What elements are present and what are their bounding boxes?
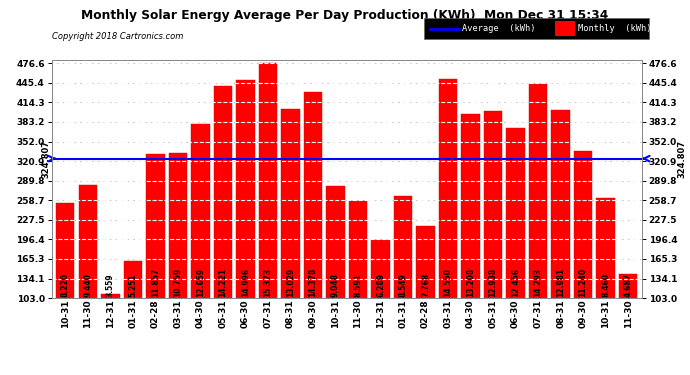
Bar: [146, 154, 164, 363]
Bar: [596, 198, 615, 363]
Text: Copyright 2018 Cartronics.com: Copyright 2018 Cartronics.com: [52, 32, 183, 41]
Bar: [124, 261, 142, 363]
Text: 8.549: 8.549: [399, 273, 408, 297]
Text: 13.029: 13.029: [286, 268, 295, 297]
Text: 4.687: 4.687: [624, 273, 633, 297]
Text: Monthly  (kWh): Monthly (kWh): [578, 24, 651, 33]
Text: 14.378: 14.378: [308, 267, 317, 297]
Text: 12.659: 12.659: [196, 268, 205, 297]
Bar: [439, 79, 457, 363]
Bar: [168, 153, 187, 363]
Text: Monthly Solar Energy Average Per Day Production (KWh)  Mon Dec 31 15:34: Monthly Solar Energy Average Per Day Pro…: [81, 9, 609, 22]
Text: 14.996: 14.996: [241, 268, 250, 297]
Text: 324.807: 324.807: [41, 140, 50, 178]
Text: 12.456: 12.456: [511, 268, 520, 297]
Bar: [619, 274, 638, 363]
Text: 7.768: 7.768: [421, 273, 430, 297]
Bar: [214, 86, 232, 363]
Bar: [191, 124, 210, 363]
Bar: [371, 240, 390, 363]
Bar: [348, 201, 367, 363]
Text: 8.460: 8.460: [601, 273, 610, 297]
Text: 13.208: 13.208: [466, 268, 475, 297]
Text: 11.857: 11.857: [151, 268, 160, 297]
Text: 14.550: 14.550: [444, 268, 453, 297]
Bar: [101, 294, 119, 363]
Text: 324.807: 324.807: [677, 140, 686, 178]
Text: 6.289: 6.289: [376, 273, 385, 297]
Bar: [462, 114, 480, 363]
Bar: [56, 202, 75, 363]
Text: 5.251: 5.251: [128, 273, 137, 297]
Bar: [416, 226, 435, 363]
Text: Average  (kWh): Average (kWh): [462, 24, 536, 33]
Text: 8.220: 8.220: [61, 273, 70, 297]
Bar: [79, 185, 97, 363]
Bar: [551, 110, 570, 363]
Bar: [394, 196, 412, 363]
Text: 12.981: 12.981: [556, 268, 565, 297]
Bar: [259, 63, 277, 363]
Text: 15.373: 15.373: [264, 268, 273, 297]
Text: 11.240: 11.240: [579, 268, 588, 297]
Bar: [282, 109, 299, 363]
Text: 8.591: 8.591: [353, 273, 362, 297]
Bar: [326, 186, 345, 363]
Text: 9.440: 9.440: [83, 273, 92, 297]
Text: 14.293: 14.293: [533, 268, 542, 297]
Bar: [236, 80, 255, 363]
Bar: [304, 92, 322, 363]
Text: 14.221: 14.221: [218, 268, 228, 297]
Text: 9.048: 9.048: [331, 273, 340, 297]
Bar: [574, 151, 593, 363]
Text: 12.938: 12.938: [489, 268, 497, 297]
Bar: [529, 84, 547, 363]
Bar: [506, 128, 525, 363]
Bar: [484, 111, 502, 363]
Text: 3.559: 3.559: [106, 273, 115, 297]
Text: 10.759: 10.759: [173, 268, 182, 297]
